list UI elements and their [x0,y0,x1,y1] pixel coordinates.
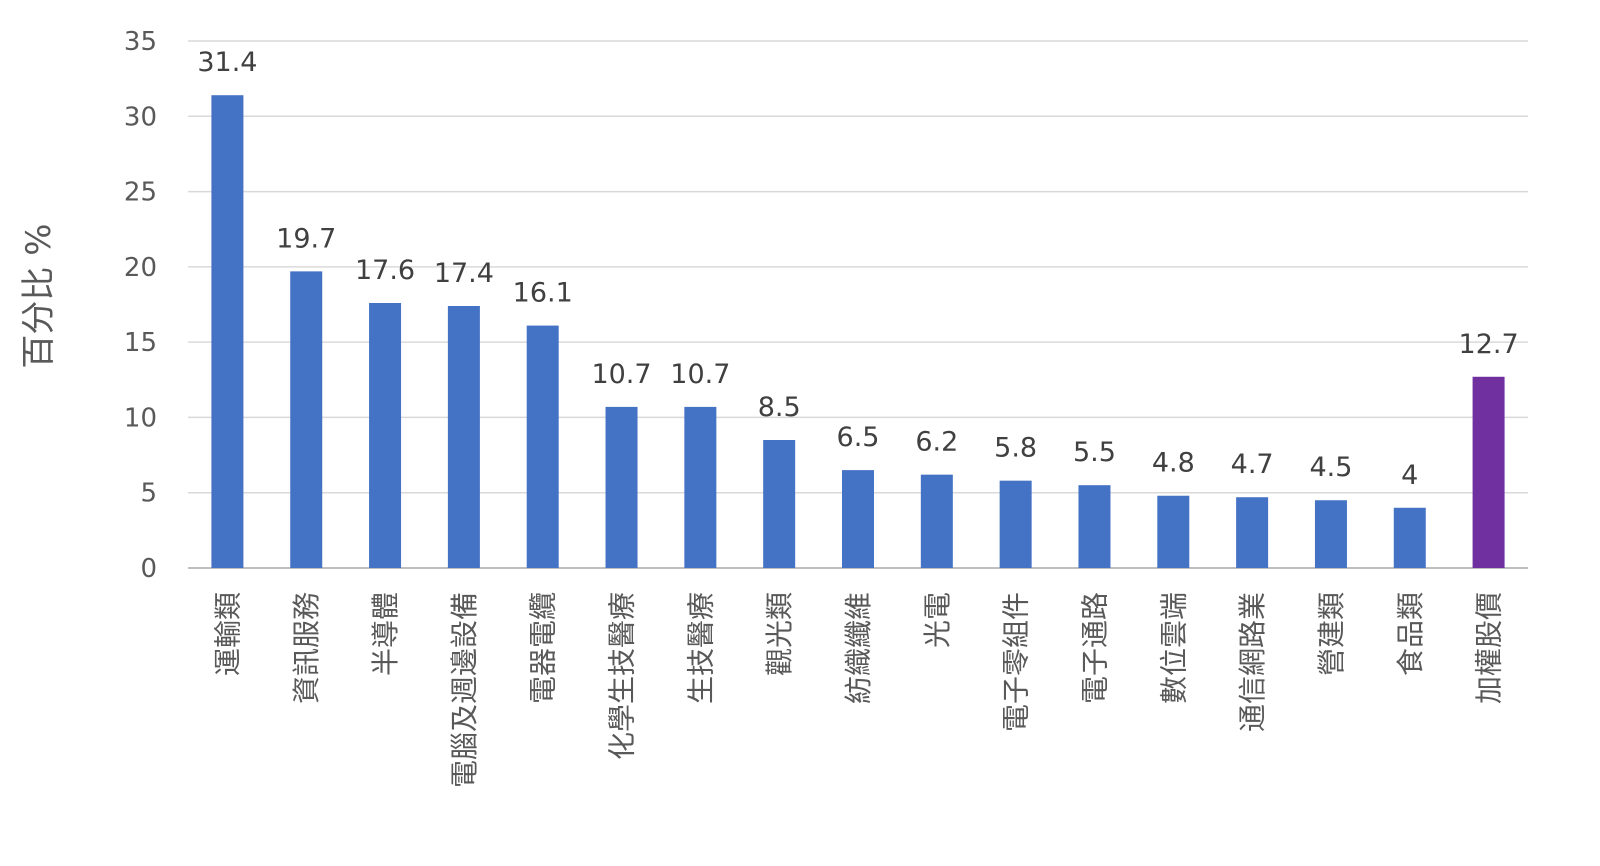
data-label: 4 [1401,460,1418,491]
x-category-label: 資訊服務 [290,592,323,704]
x-category-label: 加權股價 [1473,592,1506,704]
data-label: 17.6 [355,255,415,286]
bar [763,440,796,568]
y-tick-label: 20 [124,253,157,283]
x-category-label: 紡織纖維 [842,592,875,704]
bar [1157,495,1190,568]
bar [526,325,559,568]
data-labels: 31.4 19.7 17.6 17.4 16.1 10.7 10.7 8.5 6.5 6.2 5.8… [197,47,1518,491]
y-tick-label: 0 [140,554,157,584]
data-label: 4.5 [1309,452,1352,483]
bar [1472,376,1505,568]
x-category-label: 電腦及週邊設備 [448,592,481,788]
bar [290,271,323,568]
y-tick-label: 15 [124,328,157,358]
x-category-label: 電器電纜 [527,592,560,704]
bar [999,480,1032,568]
x-category-label: 營建類 [1315,592,1348,676]
x-category-label: 電子通路 [1078,592,1111,704]
y-axis-label: 百分比 % [19,223,59,368]
x-axis-category-labels: 運輸類 資訊服務 半導體 電腦及週邊設備 電器電纜 化學生技醫療 生技醫療 觀光類 紡織纖維 光電… [211,592,1505,788]
y-tick-label: 35 [124,27,157,57]
y-axis-ticks: 0 5 10 15 20 25 30 35 [124,27,157,584]
bar [211,95,244,568]
x-category-label: 化學生技醫療 [606,592,639,760]
y-tick-label: 25 [124,178,157,208]
x-category-label: 生技醫療 [684,592,717,704]
data-label: 10.7 [591,359,651,390]
bar [1236,497,1269,568]
x-category-label: 光電 [921,592,954,648]
bar [1078,485,1111,568]
data-label: 8.5 [758,392,801,423]
data-label: 6.2 [915,427,958,458]
x-category-label: 半導體 [369,592,402,676]
data-label: 5.8 [994,433,1037,464]
y-tick-label: 30 [124,102,157,132]
data-label: 5.5 [1073,437,1116,468]
data-label: 31.4 [197,47,257,78]
y-tick-label: 5 [140,479,157,509]
data-label: 6.5 [837,422,880,453]
x-category-label: 觀光類 [763,592,796,676]
bars [211,95,1505,568]
data-label: 4.7 [1231,449,1274,480]
x-category-label: 電子零組件 [1000,592,1033,732]
x-category-label: 數位雲端 [1157,592,1190,704]
data-label: 19.7 [276,223,336,254]
bar [920,474,953,568]
x-category-label: 食品類 [1394,592,1427,676]
gridlines [188,40,1528,569]
data-label: 16.1 [513,278,573,309]
bar [684,406,717,568]
bar [842,470,874,568]
data-label: 10.7 [670,359,730,390]
data-label: 17.4 [434,258,494,289]
y-tick-label: 10 [124,403,157,433]
bar [1393,507,1426,568]
bar [605,406,638,568]
x-category-label: 通信網路業 [1236,592,1269,732]
bar [447,306,480,568]
data-label: 4.8 [1152,448,1195,479]
x-category-label: 運輸類 [211,592,244,676]
bar [1314,500,1347,568]
bar [369,302,402,568]
data-label: 12.7 [1459,329,1519,360]
